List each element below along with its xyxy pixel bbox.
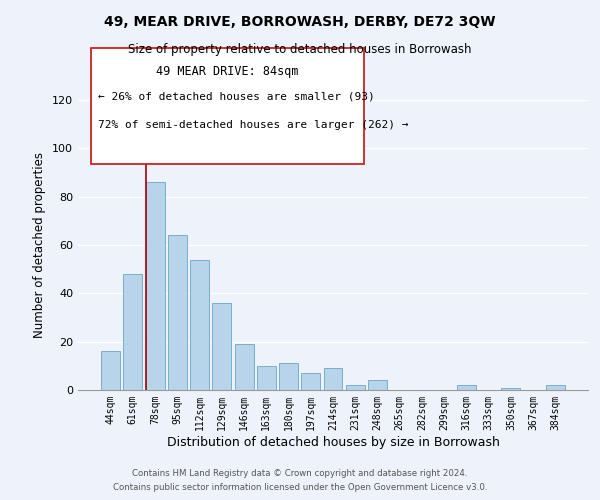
Bar bbox=[124, 274, 142, 390]
Text: Size of property relative to detached houses in Borrowash: Size of property relative to detached ho… bbox=[128, 42, 472, 56]
Y-axis label: Number of detached properties: Number of detached properties bbox=[34, 152, 46, 338]
Bar bbox=[502, 388, 520, 390]
Bar bbox=[368, 380, 387, 390]
Bar bbox=[212, 303, 231, 390]
Bar bbox=[190, 260, 209, 390]
Text: 49, MEAR DRIVE, BORROWASH, DERBY, DE72 3QW: 49, MEAR DRIVE, BORROWASH, DERBY, DE72 3… bbox=[104, 15, 496, 29]
Bar bbox=[301, 373, 320, 390]
Bar bbox=[546, 385, 565, 390]
Bar bbox=[323, 368, 343, 390]
Text: Contains public sector information licensed under the Open Government Licence v3: Contains public sector information licen… bbox=[113, 484, 487, 492]
Bar bbox=[235, 344, 254, 390]
Bar bbox=[257, 366, 276, 390]
Bar bbox=[101, 352, 120, 390]
X-axis label: Distribution of detached houses by size in Borrowash: Distribution of detached houses by size … bbox=[167, 436, 499, 448]
Bar bbox=[146, 182, 164, 390]
FancyBboxPatch shape bbox=[91, 48, 364, 164]
Bar bbox=[457, 385, 476, 390]
Text: 72% of semi-detached houses are larger (262) →: 72% of semi-detached houses are larger (… bbox=[98, 120, 409, 130]
Bar bbox=[346, 385, 365, 390]
Bar bbox=[168, 236, 187, 390]
Text: ← 26% of detached houses are smaller (93): ← 26% of detached houses are smaller (93… bbox=[98, 92, 375, 102]
Bar bbox=[279, 364, 298, 390]
Text: Contains HM Land Registry data © Crown copyright and database right 2024.: Contains HM Land Registry data © Crown c… bbox=[132, 468, 468, 477]
Text: 49 MEAR DRIVE: 84sqm: 49 MEAR DRIVE: 84sqm bbox=[156, 65, 298, 78]
